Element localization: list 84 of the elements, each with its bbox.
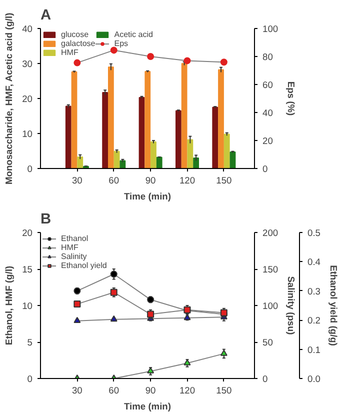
bar [218,69,224,168]
y3-tick-label: 0.4 [308,257,320,268]
y-tick-label: 0 [27,164,33,174]
y2-tick-label: 40 [262,108,273,118]
y-axis-title: Monosaccharide, HMF, Acetic acid (g/l) [4,12,14,185]
point [220,350,228,356]
y-tick-label: 15 [22,264,33,274]
point [147,310,154,318]
y3-axis-title: Ethanol yield (g/g) [328,265,338,346]
y2-tick-label: 150 [262,264,278,274]
bar [108,66,114,168]
bar [187,139,194,168]
x-tick-label: 90 [145,176,156,186]
bar [71,71,78,168]
y-tick-label: 0 [27,374,33,384]
chart-title: B [40,212,52,228]
point [74,59,81,66]
bar [77,156,84,168]
x-tick-label: 30 [72,176,82,186]
x-tick-label: 60 [108,386,120,396]
bar [156,156,162,168]
point [110,270,118,278]
y-axis-title: Ethanol, HMF (g/l) [4,266,14,346]
y-tick-label: 40 [22,24,33,34]
x-tick-label: 30 [72,386,82,396]
point [184,359,191,366]
y3-tick-label: 0.0 [308,374,320,384]
legend-label: Acetic acid [114,30,153,39]
legend-label: Ethanol yield [61,261,107,270]
legend-label: Ethanol [61,234,88,243]
y2-tick-label: 200 [262,228,278,238]
x-axis-title: Time (min) [124,192,172,202]
y3-tick-label: 0.3 [308,286,320,296]
bar [120,160,126,168]
bar [175,110,182,168]
bar [144,71,151,168]
x-tick-label: 150 [216,176,232,186]
chart-title: A [40,8,52,24]
y-tick-label: 20 [22,228,33,238]
y-tick-label: 30 [22,59,33,69]
y-tick-label: 10 [22,129,33,139]
legend-label: Eps [114,39,130,48]
y-tick-label: 20 [22,94,33,104]
point [110,46,118,54]
y2-tick-label: 20 [262,136,273,146]
bar [181,63,188,168]
y-tick-label: 5 [27,338,33,348]
y3-tick-label: 0.5 [308,228,320,238]
y2-axis-title: Eps (%) [286,81,296,116]
bar [138,96,145,168]
legend-label: HMF [61,243,80,252]
legend-label: HMF [61,48,80,57]
y3-tick-label: 0.1 [308,344,320,355]
y2-tick-label: 50 [262,338,273,348]
x-axis-title: Time (min) [124,402,172,412]
y2-tick-label: 100 [262,301,278,311]
point [74,300,81,308]
y2-tick-label: 100 [262,24,278,34]
x-tick-label: 120 [179,386,196,396]
y2-tick-label: 0 [262,374,268,384]
point [147,367,154,374]
y2-tick-label: 0 [262,164,268,174]
x-tick-label: 60 [108,176,120,186]
y2-tick-label: 60 [262,80,273,90]
y-tick-label: 10 [22,301,33,311]
bar [114,150,120,168]
point [147,53,154,60]
x-tick-label: 120 [179,176,196,186]
bar [193,158,199,168]
legend-label: Salinity [61,252,87,261]
bar [212,106,218,168]
legend-label: galactose [61,39,96,48]
bar [224,134,230,168]
y3-tick-label: 0.2 [308,316,320,326]
bar [102,92,108,168]
bar [65,106,72,168]
legend-label: glucose [61,30,89,39]
point [220,58,228,66]
bar [150,141,156,168]
x-tick-label: 90 [145,386,156,396]
point [184,57,191,64]
y2-axis-title: Salinity (psu) [286,276,296,335]
y2-tick-label: 80 [262,52,273,62]
x-tick-label: 150 [216,386,232,396]
